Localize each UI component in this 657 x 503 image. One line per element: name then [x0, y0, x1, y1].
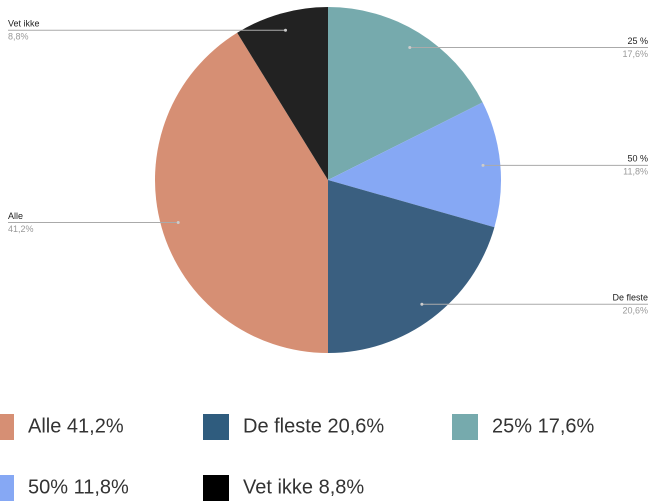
legend-label: Alle 41,2%	[28, 415, 124, 437]
pie-slice	[328, 102, 501, 228]
slice-label: Alle	[8, 211, 23, 221]
legend-label: Vet ikke 8,8%	[243, 476, 364, 498]
pie-slice	[328, 180, 495, 353]
legend-label: 50% 11,8%	[28, 476, 129, 498]
slice-value: 11,8%	[623, 167, 648, 177]
slice-value: 17,6%	[622, 49, 648, 59]
legend-swatch	[203, 475, 229, 501]
callout-dot	[481, 163, 485, 167]
callout-dot	[284, 28, 288, 32]
slice-value: 8,8%	[8, 32, 29, 42]
slice-label: De fleste	[612, 293, 648, 303]
callout-dot	[176, 220, 180, 224]
slice-label: 25 %	[627, 36, 648, 46]
pie-slice	[154, 32, 328, 353]
legend-label: De fleste 20,6%	[243, 415, 384, 437]
slice-label: 50 %	[627, 154, 648, 164]
slice-value: 41,2%	[8, 224, 34, 234]
legend-swatch	[203, 414, 229, 440]
pie-slice	[237, 7, 328, 180]
callout-dot	[420, 302, 424, 306]
pie-slice	[328, 7, 483, 180]
legend-swatch	[0, 475, 14, 501]
legend-swatch	[452, 414, 478, 440]
slice-value: 20,6%	[622, 306, 648, 316]
callout-dot	[408, 46, 412, 50]
legend-label: 25% 17,6%	[492, 415, 595, 437]
slice-label: Vet ikke	[8, 19, 40, 29]
legend-swatch	[0, 414, 14, 440]
